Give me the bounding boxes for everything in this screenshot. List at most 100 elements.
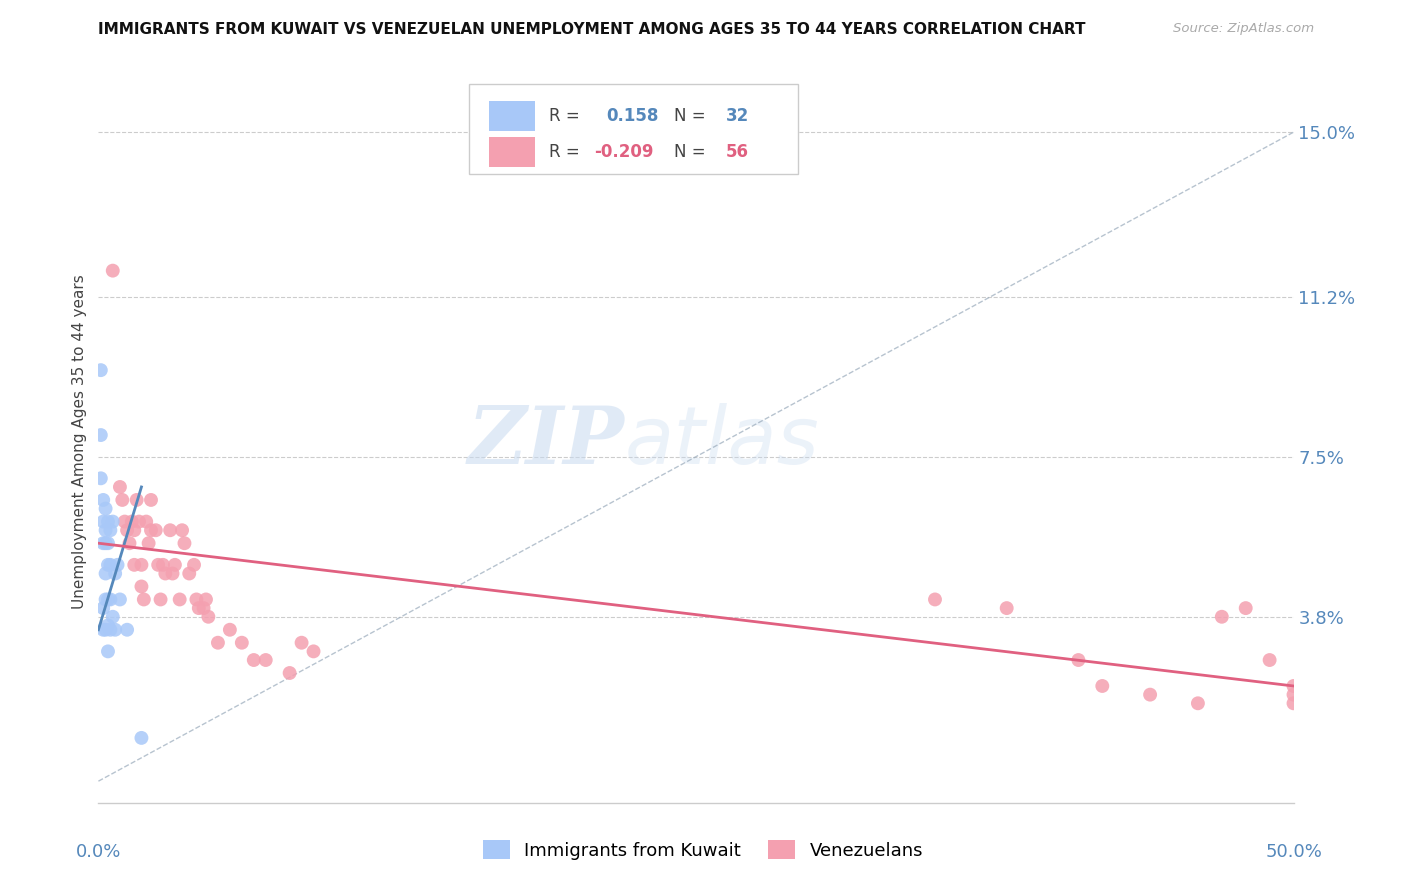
Point (91, 492, 114, 507)
Point (90, 428, 112, 442)
Point (94, 566, 117, 581)
Point (1067, 653, 1090, 667)
Point (94, 536, 117, 550)
Point (195, 592, 218, 607)
Point (94, 592, 117, 607)
Point (1187, 696, 1209, 710)
Point (291, 636, 314, 650)
Point (97, 536, 120, 550)
Point (98, 558, 122, 572)
Point (121, 515, 143, 529)
Point (98, 592, 122, 607)
Point (124, 523, 146, 537)
Point (91, 536, 114, 550)
Point (94, 623, 117, 637)
Point (254, 653, 277, 667)
Point (148, 558, 170, 572)
Point (179, 566, 201, 581)
Point (197, 609, 219, 624)
Point (173, 536, 195, 550)
Point (924, 592, 946, 607)
Point (207, 636, 229, 650)
Point (162, 566, 184, 581)
Text: N =: N = (675, 143, 711, 161)
Text: Source: ZipAtlas.com: Source: ZipAtlas.com (1174, 22, 1315, 36)
FancyBboxPatch shape (470, 84, 797, 174)
Text: 32: 32 (725, 107, 749, 125)
Point (1139, 688, 1161, 702)
Text: 50.0%: 50.0% (1265, 843, 1322, 861)
Y-axis label: Unemployment Among Ages 35 to 44 years: Unemployment Among Ages 35 to 44 years (72, 274, 87, 609)
Point (107, 558, 129, 572)
Point (159, 523, 181, 537)
Point (1282, 696, 1305, 710)
Point (186, 592, 208, 607)
Point (91, 601, 114, 615)
Text: -0.209: -0.209 (595, 143, 654, 161)
Point (97, 515, 120, 529)
Bar (489, 136, 534, 167)
Point (172, 523, 194, 537)
Point (132, 592, 155, 607)
Point (995, 601, 1018, 615)
Text: N =: N = (675, 107, 711, 125)
Point (118, 536, 141, 550)
Point (108, 592, 131, 607)
Point (111, 492, 134, 507)
Point (135, 515, 157, 529)
Point (302, 644, 325, 658)
Text: R =: R = (548, 143, 585, 161)
Point (1258, 653, 1281, 667)
Point (108, 480, 131, 494)
Point (145, 523, 167, 537)
Point (155, 566, 177, 581)
Point (193, 601, 215, 615)
Point (101, 515, 124, 529)
Point (131, 579, 153, 593)
Point (98, 623, 122, 637)
Point (1211, 609, 1233, 624)
Point (115, 523, 138, 537)
Point (1091, 679, 1114, 693)
Point (94, 523, 117, 537)
Point (152, 558, 174, 572)
Text: 56: 56 (725, 143, 749, 161)
Legend: Immigrants from Kuwait, Venezuelans: Immigrants from Kuwait, Venezuelans (475, 833, 931, 867)
Point (97, 558, 120, 572)
Point (104, 623, 127, 637)
Text: IMMIGRANTS FROM KUWAIT VS VENEZUELAN UNEMPLOYMENT AMONG AGES 35 TO 44 YEARS CORR: IMMIGRANTS FROM KUWAIT VS VENEZUELAN UNE… (98, 22, 1085, 37)
Point (114, 515, 136, 529)
Point (90, 471, 112, 485)
Point (131, 558, 153, 572)
Point (1282, 688, 1305, 702)
Point (125, 492, 148, 507)
Point (1282, 679, 1305, 693)
Point (231, 636, 253, 650)
Text: atlas: atlas (624, 402, 820, 481)
Point (1234, 601, 1257, 615)
Point (183, 558, 205, 572)
Point (104, 566, 127, 581)
Point (90, 363, 112, 377)
Point (243, 653, 266, 667)
Point (219, 623, 242, 637)
Point (115, 623, 138, 637)
Point (97, 618, 120, 632)
Point (101, 609, 124, 624)
Point (128, 515, 150, 529)
Point (163, 558, 186, 572)
Point (138, 536, 160, 550)
Text: ZIP: ZIP (467, 403, 624, 480)
Point (139, 492, 162, 507)
Point (101, 263, 124, 277)
Point (124, 558, 146, 572)
Point (97, 644, 120, 658)
Point (278, 665, 301, 680)
Text: R =: R = (548, 107, 585, 125)
Bar (489, 101, 534, 131)
Point (94, 501, 117, 516)
Text: 0.0%: 0.0% (76, 843, 121, 861)
Point (131, 731, 153, 745)
Point (149, 592, 172, 607)
Point (169, 592, 191, 607)
